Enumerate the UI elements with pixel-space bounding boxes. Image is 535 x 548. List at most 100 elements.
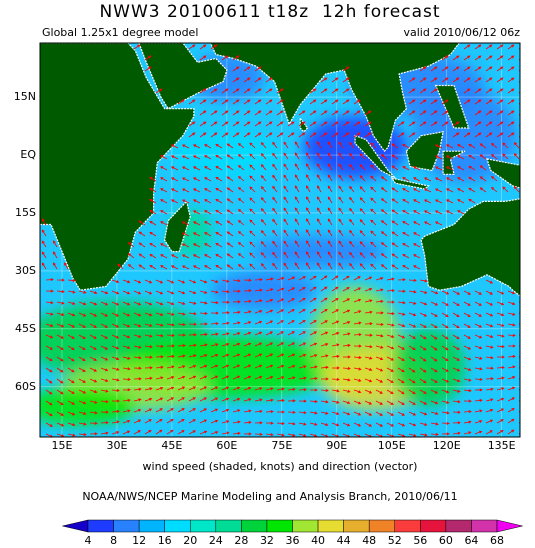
wind-vector <box>188 333 197 337</box>
wind-vector <box>287 331 295 336</box>
wind-vector <box>265 88 273 94</box>
wind-vector <box>166 408 174 413</box>
wind-vector <box>474 420 483 424</box>
wind-vector <box>287 287 296 292</box>
wind-vector <box>507 397 516 402</box>
wind-vector <box>78 389 87 394</box>
wind-vector <box>199 301 208 305</box>
wind-vector <box>408 99 416 105</box>
lon-label: 15E <box>52 439 73 452</box>
wind-vector <box>402 232 410 237</box>
wind-vector <box>386 334 395 338</box>
wind-vector <box>272 240 278 248</box>
wind-vector <box>320 110 328 116</box>
wind-vector <box>232 132 240 138</box>
wind-vector <box>457 177 465 182</box>
wind-vector <box>485 110 493 116</box>
wind-vector <box>232 289 241 293</box>
wind-vector <box>149 231 157 237</box>
wind-vector <box>359 164 366 171</box>
wind-vector <box>441 66 449 72</box>
wind-vector <box>249 219 256 226</box>
wind-vector <box>254 409 263 413</box>
wind-vector <box>276 387 285 391</box>
wind-vector <box>89 323 97 328</box>
wind-vector <box>181 188 190 193</box>
wind-vector <box>188 419 196 424</box>
wind-vector <box>342 121 350 127</box>
wind-vector <box>306 196 311 204</box>
wind-vector <box>485 301 494 306</box>
wind-vector <box>45 422 53 427</box>
wind-vector <box>210 386 219 391</box>
wind-vector <box>309 275 317 281</box>
wind-vector <box>342 88 350 94</box>
wind-vector <box>342 110 350 116</box>
wind-vector <box>349 218 355 226</box>
colorbar-label: 48 <box>362 534 376 547</box>
wind-vector <box>413 232 421 237</box>
wind-vector <box>306 218 311 226</box>
wind-vector <box>265 398 274 402</box>
wind-vector <box>100 312 109 317</box>
wind-vector <box>254 110 262 116</box>
colorbar-end <box>62 519 89 533</box>
wind-vector <box>490 142 498 149</box>
wind-vector <box>232 55 240 61</box>
wind-vector <box>170 166 179 171</box>
wind-vector <box>316 218 322 226</box>
wind-vector <box>249 241 256 248</box>
wind-vector <box>397 289 406 293</box>
wind-vector <box>170 144 179 149</box>
wind-vector <box>479 154 487 160</box>
wind-vector <box>507 121 515 127</box>
colorbar-label: 16 <box>158 534 172 547</box>
wind-vector <box>276 287 285 292</box>
wind-vector <box>226 264 234 270</box>
wind-vector <box>160 210 168 215</box>
wind-vector <box>306 141 311 149</box>
wind-vector <box>100 378 109 382</box>
wind-vector <box>485 387 494 391</box>
wind-vector <box>210 353 219 358</box>
wind-vector <box>298 276 306 281</box>
colorbar-box <box>343 519 370 533</box>
wind-vector <box>188 408 196 413</box>
wind-vector <box>408 312 417 317</box>
wind-vector <box>331 320 340 325</box>
wind-vector <box>298 342 307 347</box>
wind-vector <box>188 430 196 435</box>
wind-vector <box>133 430 141 435</box>
wind-vector <box>309 354 318 358</box>
wind-vector <box>507 365 516 369</box>
wind-vector <box>276 433 285 437</box>
wind-vector <box>490 186 498 193</box>
colorbar-label: 36 <box>286 534 300 547</box>
wind-vector <box>249 208 256 215</box>
wind-vector <box>463 55 471 61</box>
wind-vector <box>177 344 186 348</box>
wind-vector <box>133 398 142 402</box>
wind-vector <box>327 251 333 259</box>
wind-vector <box>364 287 373 292</box>
wind-vector <box>496 366 505 370</box>
wind-vector <box>210 121 218 127</box>
wind-vector <box>276 398 285 403</box>
wind-vector <box>408 378 416 384</box>
wind-vector <box>364 367 373 371</box>
wind-vector <box>56 422 65 427</box>
lon-label: 135E <box>488 439 516 452</box>
wind-vector <box>192 166 201 171</box>
wind-vector <box>452 410 461 414</box>
wind-vector <box>254 132 262 138</box>
wind-vector <box>485 290 494 295</box>
wind-vector <box>249 252 256 259</box>
wind-vector <box>364 345 373 349</box>
wind-vector <box>199 132 207 138</box>
wind-vector <box>100 410 109 414</box>
wind-vector <box>249 263 256 270</box>
wind-vector <box>370 142 377 149</box>
wind-vector <box>463 420 472 424</box>
wind-vector <box>111 378 120 382</box>
wind-vector <box>331 411 340 415</box>
